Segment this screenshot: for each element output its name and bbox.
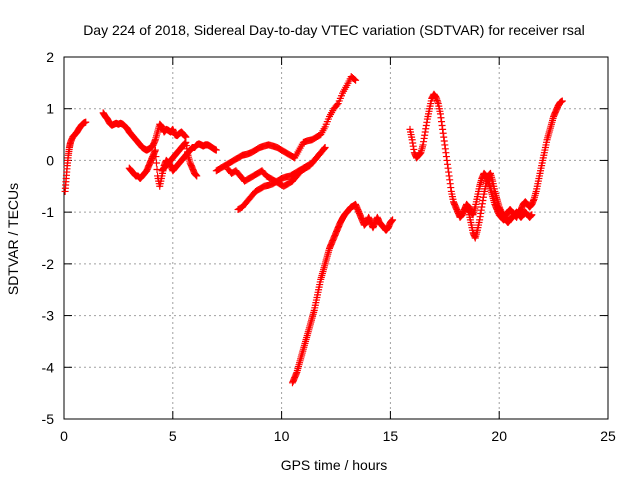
- x-tick-label: 5: [169, 428, 177, 444]
- y-axis-label: SDTVAR / TECUs: [5, 183, 21, 295]
- data-point: [350, 75, 358, 83]
- y-tick-label: 2: [46, 49, 54, 65]
- data-point: [151, 146, 159, 154]
- chart-title: Day 224 of 2018, Sidereal Day-to-day VTE…: [83, 22, 585, 38]
- axis-ticks: 0 5 10 15 20 25 -5 -4 -3 -2 -1 0 1 2: [42, 49, 616, 444]
- data-point: [193, 172, 201, 180]
- data-point: [153, 165, 161, 173]
- grid-lines: [64, 57, 608, 419]
- x-tick-label: 15: [383, 428, 399, 444]
- y-tick-label: -5: [42, 411, 55, 427]
- data-point: [528, 211, 536, 219]
- data-point: [321, 144, 329, 151]
- y-tick-label: -3: [42, 308, 55, 324]
- plot-frame: [63, 56, 609, 420]
- y-tick-label: 0: [46, 152, 54, 168]
- data-point: [352, 76, 360, 84]
- x-tick-label: 25: [600, 428, 616, 444]
- y-tick-label: 1: [46, 101, 54, 117]
- x-axis-label: GPS time / hours: [281, 457, 388, 473]
- data-point: [152, 159, 160, 167]
- data-point: [317, 149, 325, 157]
- data-point: [82, 118, 90, 126]
- data-points: [61, 73, 566, 387]
- data-point: [152, 153, 160, 161]
- data-point: [212, 146, 220, 154]
- x-tick-label: 10: [274, 428, 290, 444]
- y-tick-label: -2: [42, 256, 55, 272]
- data-point: [333, 101, 341, 109]
- data-point: [558, 97, 566, 105]
- data-point: [389, 216, 397, 224]
- y-tick-label: -1: [42, 204, 55, 220]
- x-tick-label: 0: [60, 428, 68, 444]
- y-tick-label: -4: [42, 359, 55, 375]
- data-point: [316, 150, 324, 158]
- x-tick-label: 20: [491, 428, 507, 444]
